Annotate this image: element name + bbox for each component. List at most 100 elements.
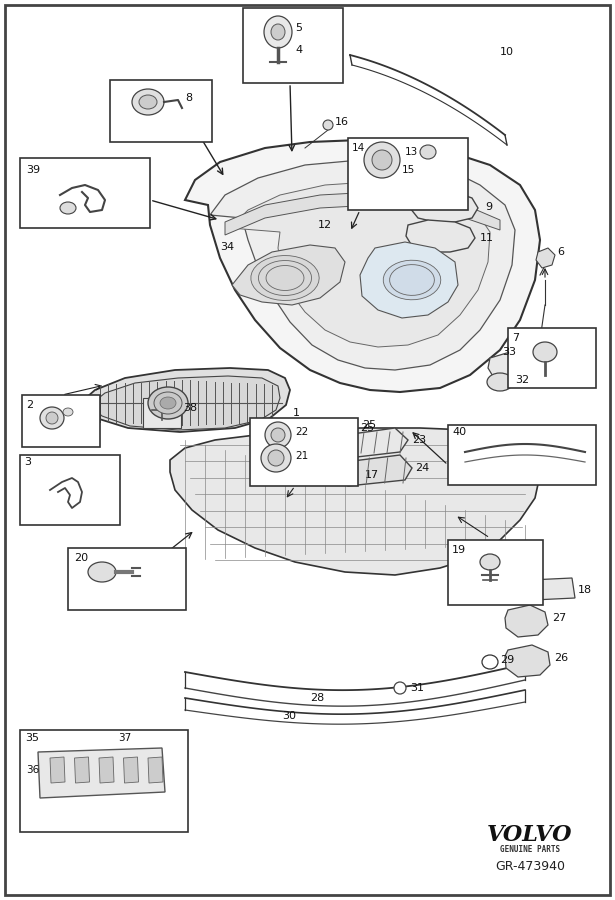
- Ellipse shape: [323, 120, 333, 130]
- Polygon shape: [210, 160, 515, 370]
- Polygon shape: [230, 182, 490, 347]
- Text: 14: 14: [352, 143, 365, 153]
- Polygon shape: [536, 248, 555, 268]
- Polygon shape: [266, 266, 304, 291]
- Text: 3: 3: [24, 457, 31, 467]
- Ellipse shape: [139, 95, 157, 109]
- Polygon shape: [335, 455, 412, 486]
- Polygon shape: [38, 748, 165, 798]
- Polygon shape: [50, 757, 65, 783]
- Ellipse shape: [480, 554, 500, 570]
- Text: 11: 11: [480, 233, 494, 243]
- Text: 40: 40: [452, 427, 466, 437]
- Text: 15: 15: [402, 165, 415, 175]
- Text: 10: 10: [500, 47, 514, 57]
- Ellipse shape: [533, 342, 557, 362]
- Text: 36: 36: [26, 765, 39, 775]
- Bar: [508, 328, 596, 388]
- Polygon shape: [74, 757, 90, 783]
- Ellipse shape: [132, 89, 164, 115]
- Text: GENUINE PARTS: GENUINE PARTS: [500, 845, 560, 854]
- Polygon shape: [335, 428, 408, 458]
- Bar: [250, 418, 358, 486]
- Polygon shape: [232, 245, 345, 305]
- Text: 33: 33: [502, 347, 516, 357]
- Ellipse shape: [46, 412, 58, 424]
- Polygon shape: [410, 190, 478, 222]
- Polygon shape: [505, 645, 550, 677]
- Bar: [20, 455, 120, 525]
- Text: 19: 19: [452, 545, 466, 555]
- Text: 30: 30: [282, 711, 296, 721]
- Text: 25: 25: [362, 420, 376, 430]
- Polygon shape: [90, 376, 280, 430]
- Text: 38: 38: [183, 403, 197, 413]
- Ellipse shape: [271, 428, 285, 442]
- Polygon shape: [360, 242, 458, 318]
- Text: 32: 32: [515, 375, 529, 385]
- Polygon shape: [124, 757, 138, 783]
- Ellipse shape: [60, 202, 76, 214]
- Bar: [143, 398, 181, 428]
- Text: 7: 7: [512, 333, 519, 343]
- Text: 22: 22: [295, 427, 308, 437]
- Ellipse shape: [154, 392, 182, 414]
- Ellipse shape: [364, 142, 400, 178]
- Text: 39: 39: [26, 165, 40, 175]
- Polygon shape: [488, 352, 535, 382]
- Ellipse shape: [88, 562, 116, 582]
- Polygon shape: [505, 605, 548, 637]
- Ellipse shape: [482, 655, 498, 669]
- Polygon shape: [99, 757, 114, 783]
- Text: 4: 4: [295, 45, 302, 55]
- Ellipse shape: [394, 682, 406, 694]
- Text: 35: 35: [25, 733, 39, 743]
- Text: 23: 23: [412, 435, 426, 445]
- Text: 20: 20: [74, 553, 88, 563]
- Bar: [348, 138, 468, 210]
- Bar: [448, 425, 596, 485]
- Bar: [68, 548, 186, 610]
- Bar: [22, 395, 100, 447]
- Polygon shape: [383, 260, 441, 300]
- Bar: [20, 730, 188, 832]
- Text: 5: 5: [295, 23, 302, 33]
- Polygon shape: [406, 220, 475, 252]
- Polygon shape: [185, 140, 540, 392]
- Polygon shape: [78, 368, 290, 432]
- Text: 25: 25: [360, 423, 374, 433]
- Text: 34: 34: [220, 242, 234, 252]
- Ellipse shape: [63, 408, 73, 416]
- Text: 21: 21: [295, 451, 308, 461]
- Text: 1: 1: [293, 408, 300, 418]
- Ellipse shape: [261, 444, 291, 472]
- Text: GR-473940: GR-473940: [495, 860, 565, 872]
- Text: 31: 31: [410, 683, 424, 693]
- Ellipse shape: [372, 150, 392, 170]
- Text: 12: 12: [318, 220, 332, 230]
- Text: 13: 13: [405, 147, 418, 157]
- Polygon shape: [258, 260, 312, 295]
- Ellipse shape: [148, 387, 188, 419]
- Text: 8: 8: [185, 93, 192, 103]
- Text: 16: 16: [335, 117, 349, 127]
- Ellipse shape: [264, 16, 292, 48]
- Text: 6: 6: [557, 247, 564, 257]
- Text: 29: 29: [500, 655, 514, 665]
- Ellipse shape: [160, 397, 176, 409]
- Bar: [20, 158, 150, 228]
- Text: 9: 9: [485, 202, 492, 212]
- Text: 17: 17: [365, 470, 379, 480]
- Bar: [110, 80, 212, 142]
- Polygon shape: [251, 256, 319, 301]
- Ellipse shape: [487, 373, 513, 391]
- Text: VOLVO: VOLVO: [487, 824, 573, 846]
- Text: 18: 18: [578, 585, 592, 595]
- Text: 26: 26: [554, 653, 568, 663]
- Ellipse shape: [265, 422, 291, 448]
- Text: 37: 37: [118, 733, 131, 743]
- Text: 24: 24: [415, 463, 429, 473]
- Ellipse shape: [271, 24, 285, 40]
- Text: 27: 27: [552, 613, 566, 623]
- Text: 28: 28: [310, 693, 324, 703]
